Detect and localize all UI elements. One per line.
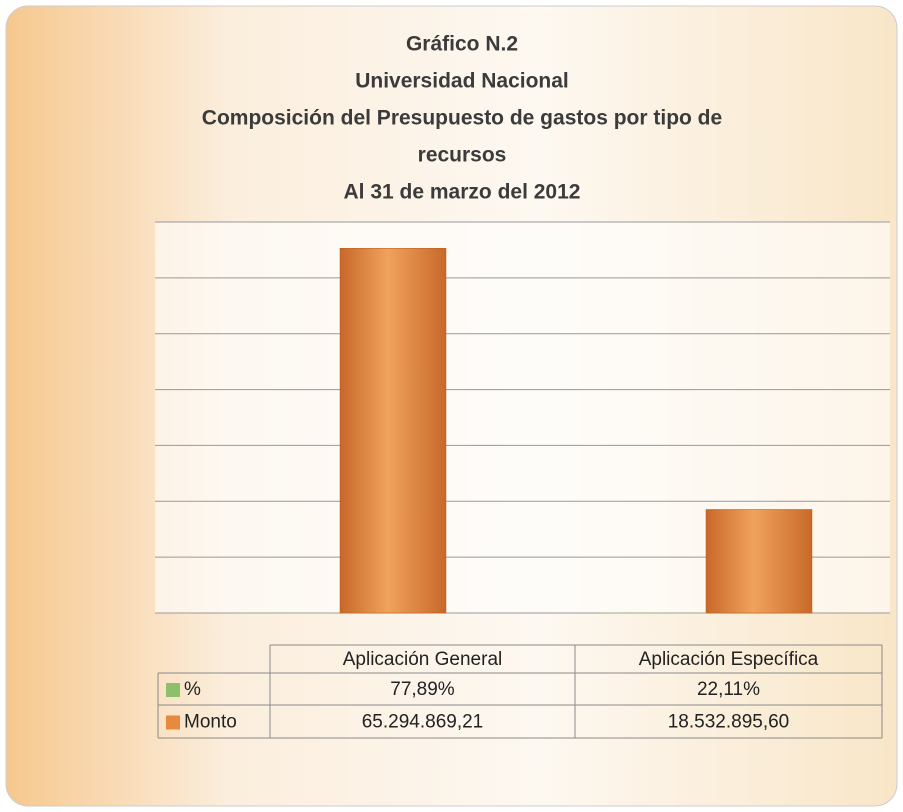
data-label: 65.294.869,21 [362,712,484,733]
chart-title: Al 31 de marzo del 2012 [344,181,581,204]
legend-label: Monto [184,712,237,733]
chart-title: Composición del Presupuesto de gastos po… [202,107,722,130]
legend-swatch [166,683,180,697]
category-label: Aplicación Específica [639,649,819,670]
data-label: 77,89% [390,679,455,700]
legend-label: % [184,679,201,700]
legend-swatch [166,715,180,730]
data-label: 18.532.895,60 [668,712,790,733]
category-label: Aplicación General [343,649,502,670]
chart-title: recursos [418,144,507,167]
chart-title: Universidad Nacional [355,70,569,93]
bar [339,248,447,614]
data-label: 22,11% [697,679,760,700]
chart-title: Gráfico N.2 [406,33,518,56]
bar [705,509,813,614]
